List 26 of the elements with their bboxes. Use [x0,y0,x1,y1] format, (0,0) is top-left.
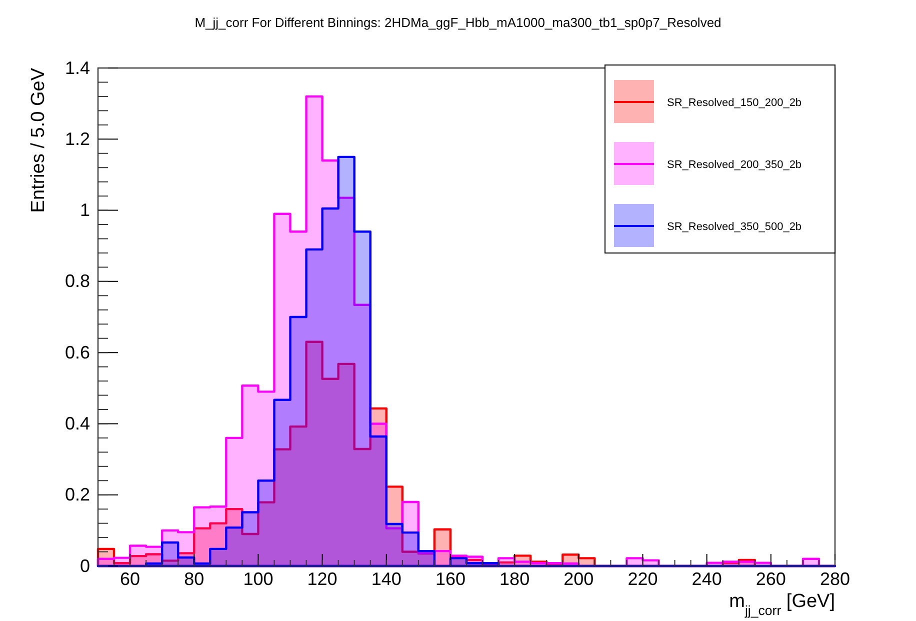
y-tick-label: 0.2 [64,484,90,505]
legend-label: SR_Resolved_350_500_2b [667,221,802,233]
y-tick-label: 0.4 [64,413,90,434]
x-tick-label: 60 [120,568,140,589]
y-tick-label: 1.4 [64,58,90,78]
y-tick-label: 0.8 [64,271,90,292]
x-tick-label: 240 [692,568,722,589]
legend-label: SR_Resolved_200_350_2b [667,159,802,171]
x-tick-label: 220 [628,568,658,589]
x-tick-label: 160 [435,568,466,589]
chart-title: M_jj_corr For Different Binnings: 2HDMa_ggF_Hbb_mA1000_ma300_tb1_sp0p7_Resolved [194,15,722,30]
y-tick-label: 1 [80,200,90,220]
x-tick-label: 180 [500,568,530,589]
x-tick-label: 120 [307,568,338,589]
x-axis-title: m$_{jj_corr}$ [GeV] [729,591,835,618]
x-tick-label: 100 [243,568,274,589]
y-tick-label: 0.6 [64,342,90,362]
x-tick-label: 260 [756,568,786,589]
legend-label: SR_Resolved_150_200_2b [667,97,802,109]
x-tick-label: 200 [564,568,594,589]
y-tick-label: 1.2 [64,128,90,149]
x-tick-label: 80 [184,568,204,589]
x-tick-label: 280 [820,568,850,589]
x-tick-label: 140 [371,568,402,589]
y-axis-title: Entries / 5.0 GeV [28,68,49,213]
y-tick-label: 0 [80,556,90,576]
